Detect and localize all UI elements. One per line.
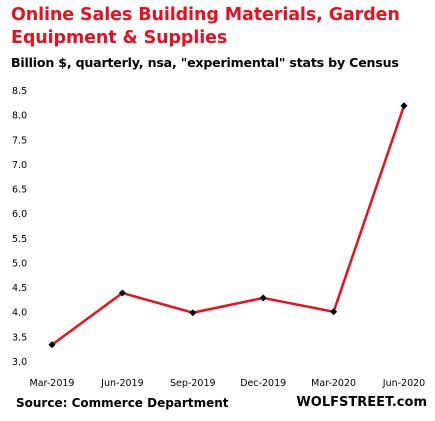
data-point	[189, 309, 197, 317]
x-axis-ticks: Mar-2019 Jun-2019 Sep-2019 Dec-2019 Mar-2020…	[30, 378, 426, 389]
series-layer	[48, 102, 408, 349]
y-tick-label: 6.0	[12, 209, 27, 220]
y-tick-label: 8.5	[12, 86, 27, 97]
y-tick-label: 3.0	[12, 357, 27, 368]
x-tick-label: Dec-2019	[240, 378, 286, 389]
x-tick-label: Mar-2019	[30, 378, 75, 389]
data-point	[118, 289, 126, 297]
y-axis-ticks: 3.0 3.5 4.0 4.5 5.0 5.5 6.0 6.5 7.0 7.5 8.0 8.5	[12, 86, 27, 368]
data-point	[400, 102, 408, 110]
y-tick-label: 5.0	[12, 258, 27, 269]
data-point	[259, 294, 267, 302]
y-tick-label: 4.0	[12, 308, 27, 319]
series-line	[51, 105, 406, 346]
y-tick-label: 4.5	[12, 283, 27, 294]
y-tick-label: 3.5	[12, 332, 27, 343]
x-tick-label: Jun-2019	[100, 378, 143, 389]
chart-subtitle: Billion $, quarterly, nsa, "experimental…	[11, 55, 399, 70]
source-note: Source: Commerce Department	[16, 396, 229, 410]
data-point	[330, 308, 338, 316]
y-tick-label: 6.5	[12, 185, 27, 196]
y-tick-label: 7.0	[12, 160, 27, 171]
x-tick-label: Mar-2020	[311, 378, 356, 389]
data-point	[48, 341, 56, 349]
x-tick-label: Sep-2019	[170, 378, 216, 389]
x-tick-label: Jun-2020	[382, 378, 425, 389]
brand-label: WOLFSTREET.com	[296, 395, 427, 410]
chart-title: Online Sales Building Materials, Garden …	[11, 5, 400, 48]
y-tick-label: 5.5	[12, 234, 27, 245]
y-tick-label: 7.5	[12, 135, 27, 146]
y-tick-label: 8.0	[12, 111, 27, 122]
